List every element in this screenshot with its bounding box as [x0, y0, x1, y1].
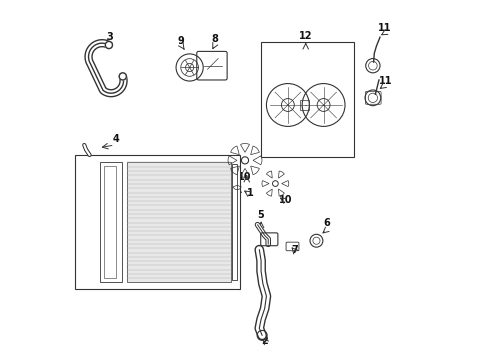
Text: 9: 9: [177, 36, 184, 46]
Text: 3: 3: [106, 32, 113, 42]
Text: 2: 2: [261, 336, 268, 346]
Bar: [75, 155, 240, 289]
Text: 10: 10: [238, 172, 252, 182]
Text: 4: 4: [113, 135, 120, 144]
Text: 8: 8: [211, 35, 218, 45]
Text: 12: 12: [299, 31, 313, 41]
Bar: [261, 42, 354, 157]
Text: 11: 11: [378, 23, 392, 33]
Bar: [127, 162, 231, 282]
Bar: [100, 162, 122, 282]
Bar: [232, 164, 237, 280]
Text: 5: 5: [258, 210, 265, 220]
Text: 10: 10: [279, 195, 293, 205]
Text: 1: 1: [247, 188, 254, 198]
Circle shape: [105, 41, 113, 49]
Text: 6: 6: [324, 219, 331, 229]
Bar: [104, 166, 117, 278]
Text: 11: 11: [379, 76, 393, 86]
Text: 7: 7: [292, 245, 298, 255]
Circle shape: [119, 73, 126, 80]
Bar: [300, 100, 309, 111]
